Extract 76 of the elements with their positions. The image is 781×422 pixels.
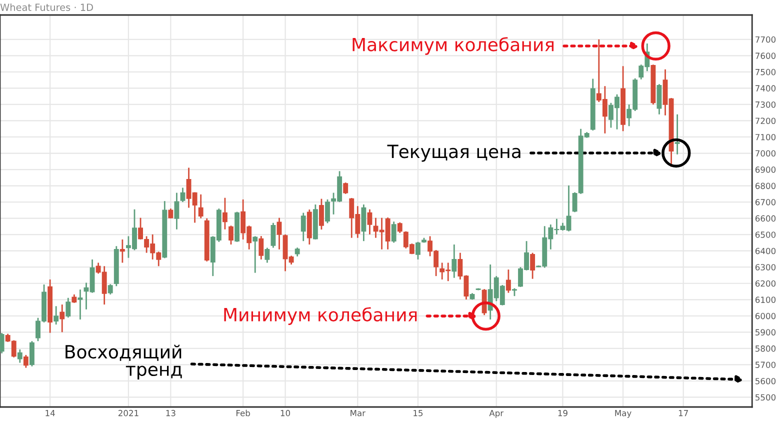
candlestick — [452, 244, 457, 279]
x-tick-label: Apr — [489, 410, 504, 418]
y-tick-label: 6400 — [755, 248, 776, 254]
y-tick-label: 6700 — [755, 199, 776, 206]
y-tick-label: 7400 — [756, 85, 776, 92]
candlestick — [270, 222, 276, 248]
candlestick — [120, 238, 125, 264]
candlestick — [264, 247, 270, 264]
x-tick-label: 10 — [280, 410, 290, 416]
x-tick-label: 19 — [558, 410, 568, 416]
y-tick-label: 6300 — [755, 264, 776, 270]
y-tick-label: 6100 — [755, 296, 776, 303]
candlestick — [367, 208, 372, 236]
candlestick — [174, 192, 180, 230]
x-tick-label: 15 — [414, 410, 423, 416]
y-tick-label: 7100 — [756, 134, 776, 140]
y-tick-label: 7700 — [756, 36, 776, 43]
y-tick-label: 6600 — [755, 215, 776, 222]
annotation: Максимум колебания — [352, 37, 554, 55]
annotation: Текущая цена — [387, 144, 520, 162]
y-tick-label: 6200 — [755, 280, 776, 287]
y-tick-label: 6800 — [755, 182, 776, 190]
candlestick — [0, 332, 4, 354]
candlestick — [108, 284, 113, 296]
chart-title: Wheat Futures · 1D — [0, 3, 94, 11]
candlestick — [300, 212, 306, 242]
candlestick — [252, 236, 258, 274]
candlestick — [258, 235, 264, 260]
y-tick-label: 5700 — [756, 362, 776, 368]
candlestick — [674, 114, 680, 156]
y-tick-label: 7300 — [756, 101, 776, 108]
candlestick — [198, 194, 204, 220]
candlestick — [397, 222, 402, 234]
candlestick — [17, 348, 22, 364]
x-tick-label: 14 — [46, 410, 55, 416]
candlestick — [530, 252, 536, 280]
y-tick-label: 5800 — [756, 345, 776, 352]
y-tick-label: 5900 — [756, 329, 776, 336]
x-tick-label: May — [615, 410, 632, 418]
y-tick-label: 6500 — [755, 232, 776, 238]
y-tick-label: 6900 — [755, 166, 776, 173]
candlestick — [60, 304, 65, 333]
x-tick-label: 13 — [166, 410, 176, 416]
y-tick-label: 5600 — [756, 378, 776, 384]
y-tick-label: 7600 — [756, 52, 776, 59]
x-tick-label: 17 — [678, 410, 688, 416]
candlestick — [656, 83, 662, 116]
candlestick — [361, 204, 366, 242]
candlestick — [29, 340, 34, 368]
candlestick — [276, 217, 282, 250]
y-tick-label: 7200 — [756, 118, 776, 124]
candlestick — [138, 217, 143, 240]
y-tick-label: 5500 — [756, 394, 776, 401]
annotation: Восходящий тренд — [66, 344, 182, 380]
x-tick-label: Feb — [236, 410, 250, 416]
candlestick — [325, 198, 330, 224]
y-tick-label: 7000 — [756, 150, 776, 157]
candlestick — [416, 241, 420, 260]
candlestick — [168, 208, 174, 220]
candlestick — [222, 197, 228, 230]
candlestick — [23, 354, 28, 368]
candlestick — [66, 297, 71, 318]
candlestick — [391, 220, 396, 244]
candlestick — [180, 187, 186, 203]
x-tick-label: 2021 — [118, 410, 138, 416]
candlestick — [54, 305, 59, 326]
y-tick-label: 7500 — [756, 68, 776, 76]
candlestick — [343, 182, 348, 195]
candlestick — [319, 198, 324, 230]
annotation: Минимум колебания — [224, 307, 417, 325]
x-tick-label: Mar — [350, 410, 366, 416]
candlestick — [506, 268, 511, 294]
y-tick-label: 6000 — [755, 312, 776, 320]
candlestick — [78, 288, 83, 320]
candlestick — [572, 192, 578, 213]
candlestick — [228, 224, 234, 246]
